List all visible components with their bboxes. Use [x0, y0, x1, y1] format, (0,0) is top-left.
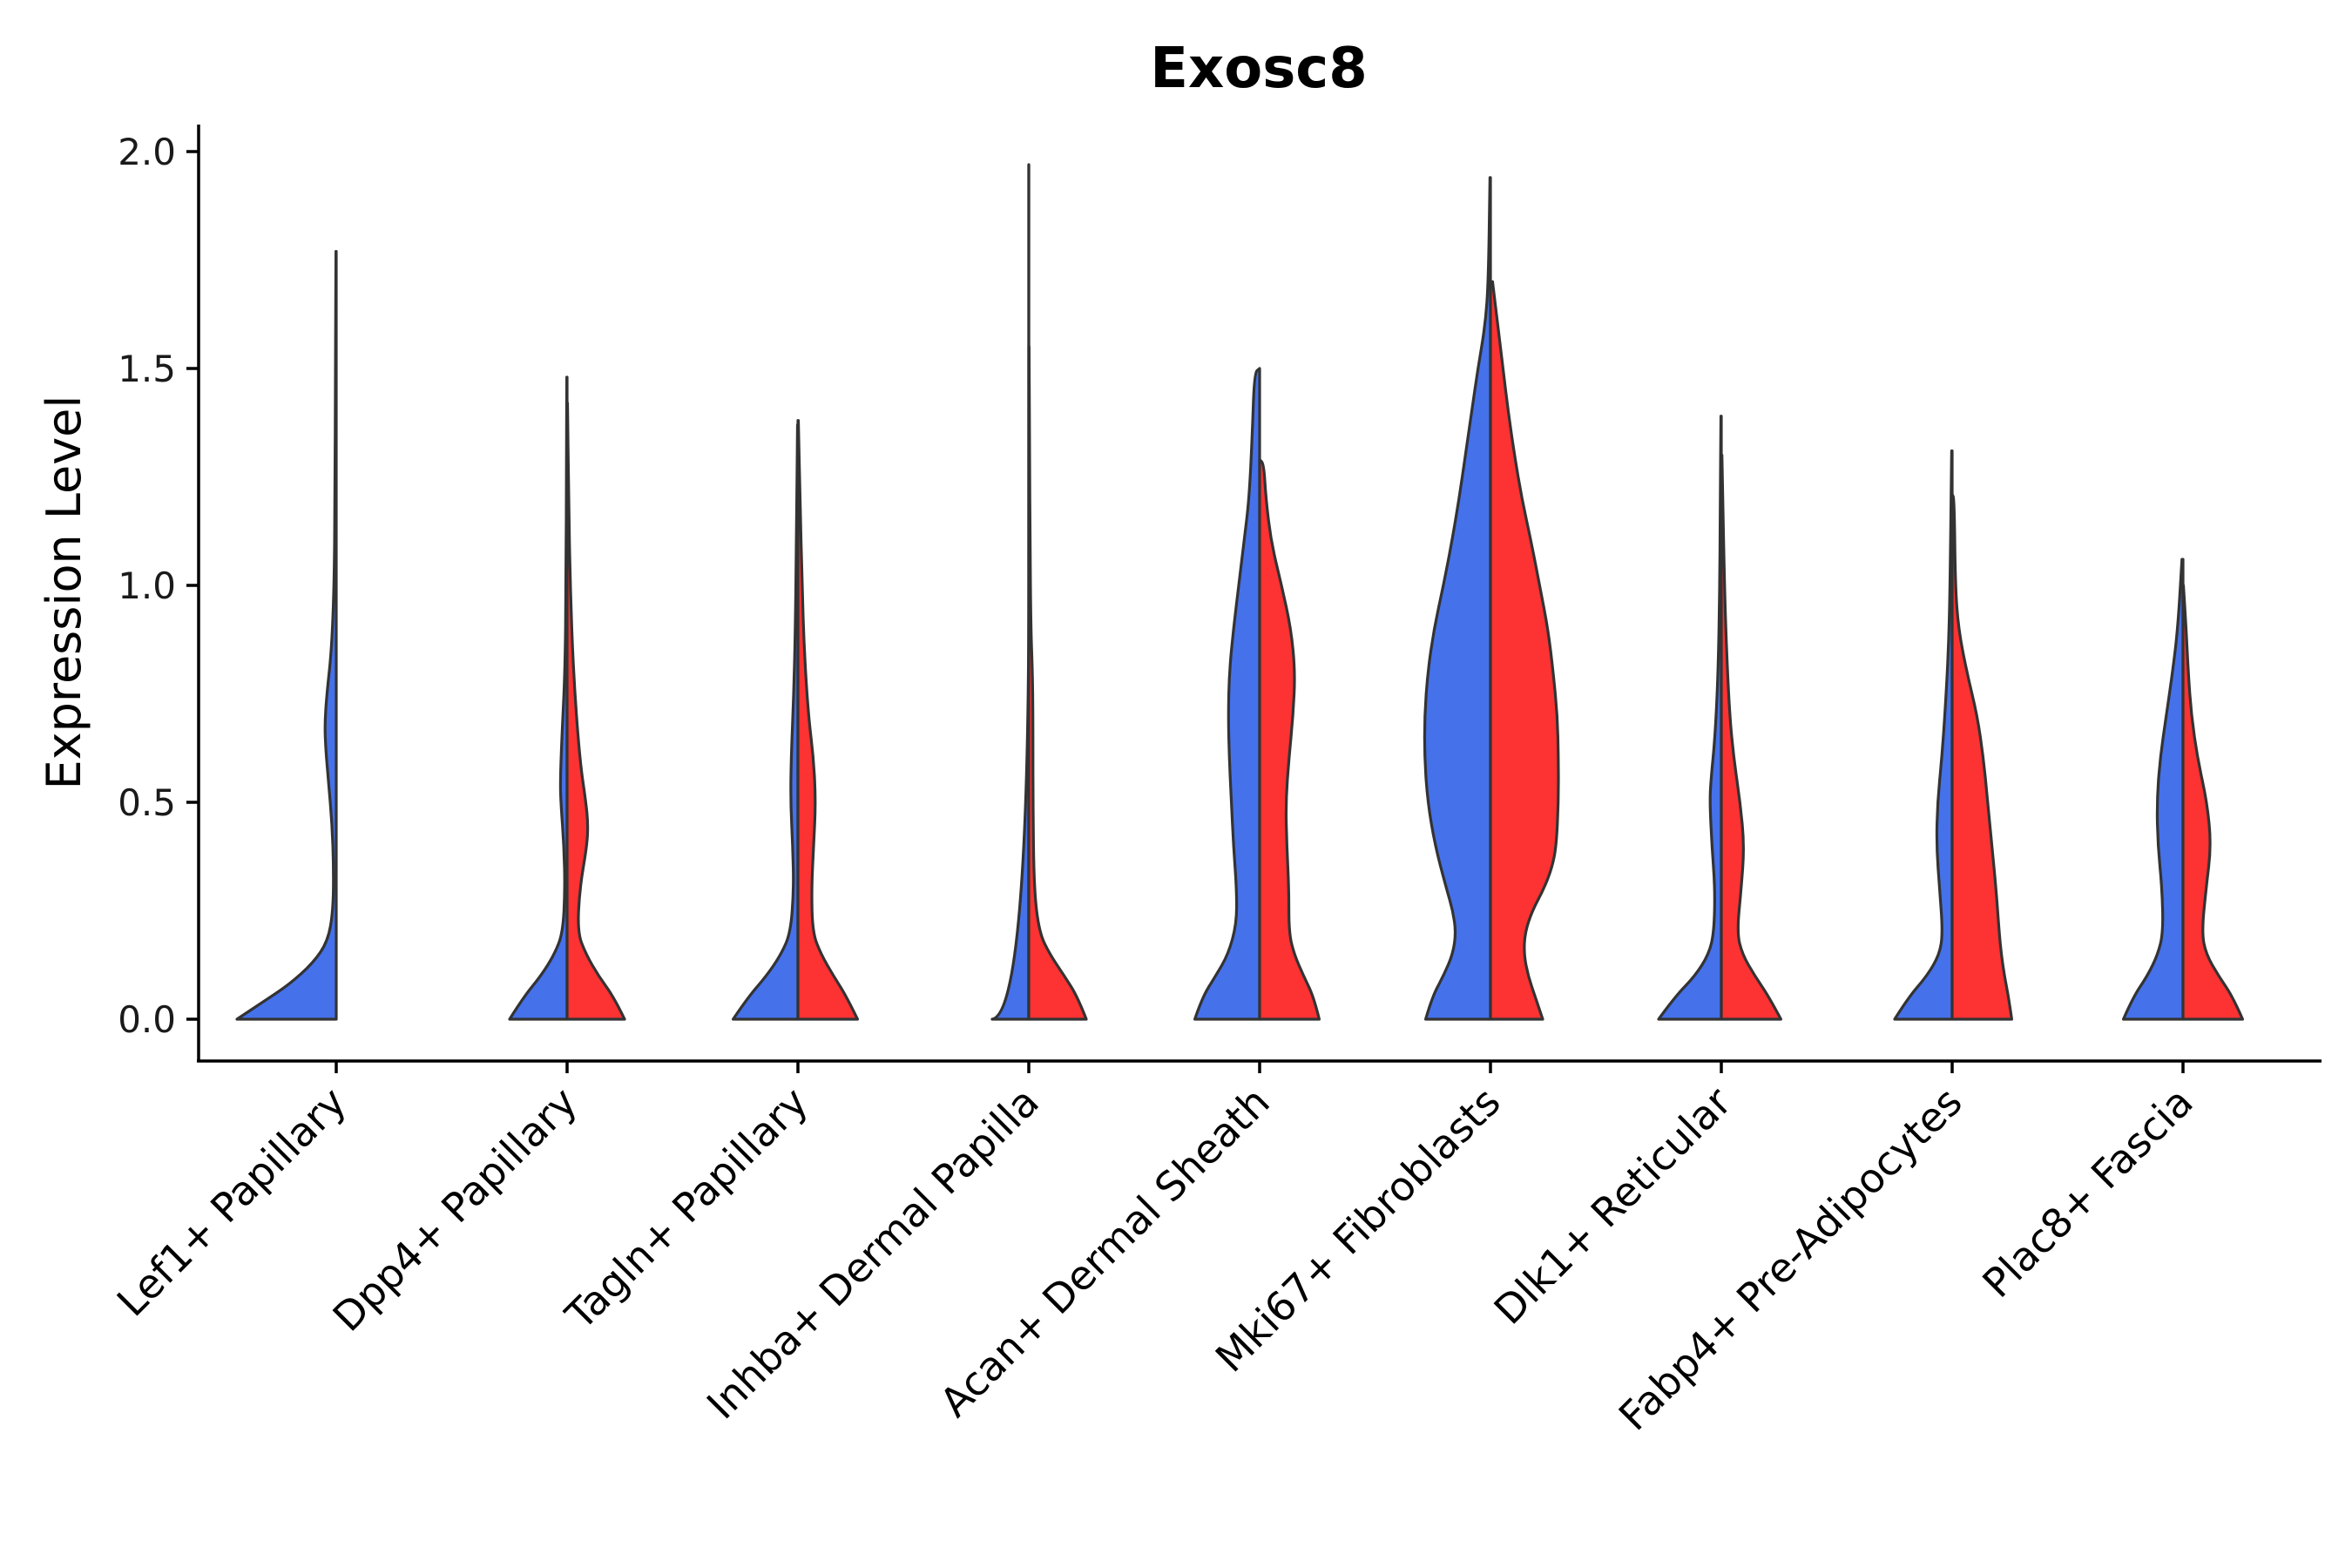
y-tick-label: 1.5	[118, 348, 176, 390]
x-category-label: Dpp4+ Papillary	[324, 1078, 586, 1341]
violin-right-6	[1720, 454, 1782, 1021]
violin-left-6	[1657, 415, 1723, 1021]
violin-right-4	[1258, 457, 1321, 1021]
x-category-label: Plac8+ Fascia	[1973, 1078, 2201, 1307]
y-axis-label: Expression Level	[37, 395, 91, 790]
violin-right-8	[2181, 584, 2244, 1021]
violin-left-2	[732, 423, 800, 1021]
violin-left-1	[508, 375, 569, 1021]
x-category-label: Dlk1+ Reticular	[1485, 1078, 1740, 1334]
y-tick-label: 0.5	[118, 781, 176, 824]
violins-layer	[235, 163, 2244, 1021]
violin-right-7	[1950, 492, 2013, 1021]
x-category-label: Lef1+ Papillary	[108, 1078, 355, 1326]
violin-left-4	[1193, 367, 1261, 1021]
violin-left-5	[1423, 176, 1492, 1021]
y-tick-label: 1.0	[118, 564, 176, 607]
y-ticks-layer: 0.0 0.5 1.0 1.5 2.0	[118, 131, 199, 1041]
y-tick-label: 0.0	[118, 998, 176, 1041]
violin-right-3	[1027, 345, 1088, 1021]
x-category-label: Tagln+ Papillary	[556, 1078, 817, 1340]
violin-right-5	[1489, 280, 1560, 1021]
violin-right-2	[796, 419, 859, 1021]
y-tick-label: 2.0	[118, 131, 176, 173]
violin-right-1	[565, 402, 626, 1021]
chart-title: Exosc8	[1150, 37, 1368, 101]
violin-left-7	[1893, 449, 1954, 1021]
violin-left-0	[235, 249, 338, 1021]
violin-left-3	[990, 163, 1031, 1021]
violin-left-8	[2122, 558, 2185, 1021]
